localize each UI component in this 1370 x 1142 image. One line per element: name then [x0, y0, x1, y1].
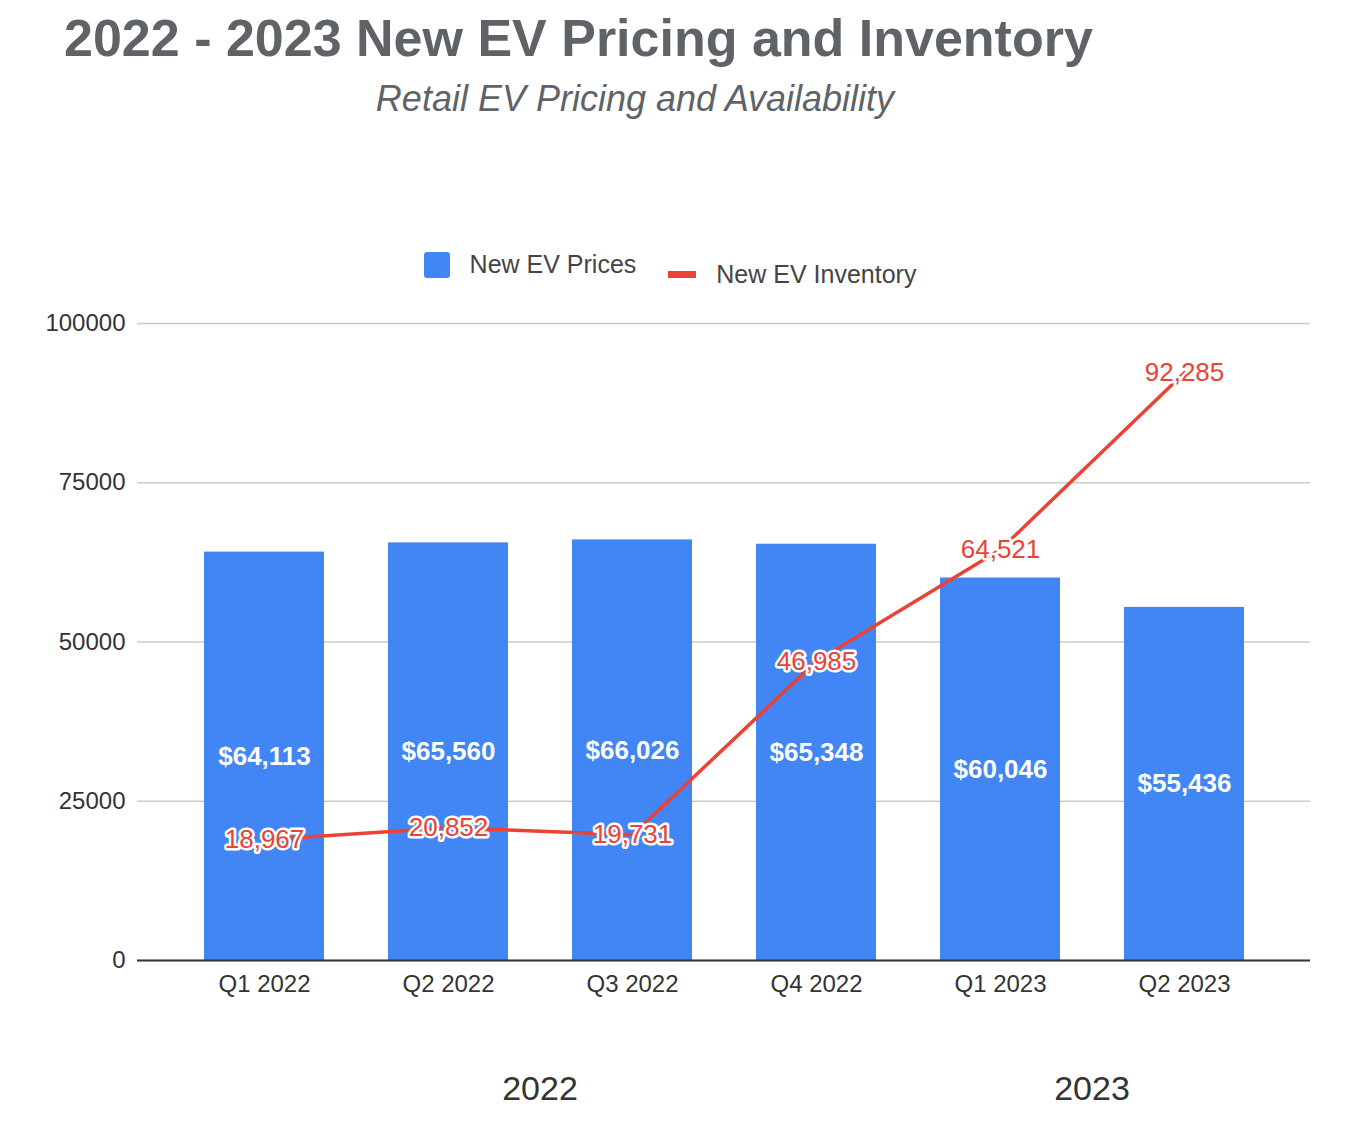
html-text:Retail EV Pricing and Availabi: Retail EV Pricing and Availability: [375, 78, 895, 119]
svg-text:19,731: 19,731: [593, 819, 673, 849]
svg-text:$60,046: $60,046: [954, 754, 1048, 784]
svg-text:18,967: 18,967: [225, 824, 305, 854]
svg-text:46,985: 46,985: [777, 646, 857, 676]
html-text:2022 - 2023 New EV Pricing and: 2022 - 2023 New EV Pricing and Inventory: [64, 9, 1093, 67]
svg-text:100000: 100000: [45, 309, 125, 336]
html-text:New EV Inventory: New EV Inventory: [716, 259, 917, 288]
svg-text:Q3 2022: Q3 2022: [586, 970, 678, 997]
svg-text:20,852: 20,852: [409, 812, 489, 842]
svg-text:64,521: 64,521: [961, 534, 1041, 564]
svg-text:Q2 2023: Q2 2023: [1138, 970, 1230, 997]
svg-text:$65,348: $65,348: [770, 737, 864, 767]
svg-text:25000: 25000: [59, 787, 126, 814]
svg-text:0: 0: [112, 946, 125, 973]
svg-text:75000: 75000: [59, 468, 126, 495]
svg-text:$65,560: $65,560: [402, 736, 496, 766]
svg-text:Q4 2022: Q4 2022: [770, 970, 862, 997]
svg-text:50000: 50000: [59, 628, 126, 655]
svg-text:Q1 2022: Q1 2022: [218, 970, 310, 997]
html-text:New EV Prices: New EV Prices: [469, 250, 637, 278]
svg-text:Q1 2023: Q1 2023: [954, 970, 1046, 997]
svg-text:$64,113: $64,113: [218, 741, 311, 771]
svg-text:Q2 2022: Q2 2022: [402, 970, 494, 997]
svg-text:2023: 2023: [1054, 1069, 1130, 1107]
svg-text:2022: 2022: [502, 1069, 578, 1107]
svg-text:$55,436: $55,436: [1138, 768, 1232, 798]
svg-text:92,285: 92,285: [1145, 357, 1225, 387]
svg-text:$66,026: $66,026: [586, 735, 680, 765]
